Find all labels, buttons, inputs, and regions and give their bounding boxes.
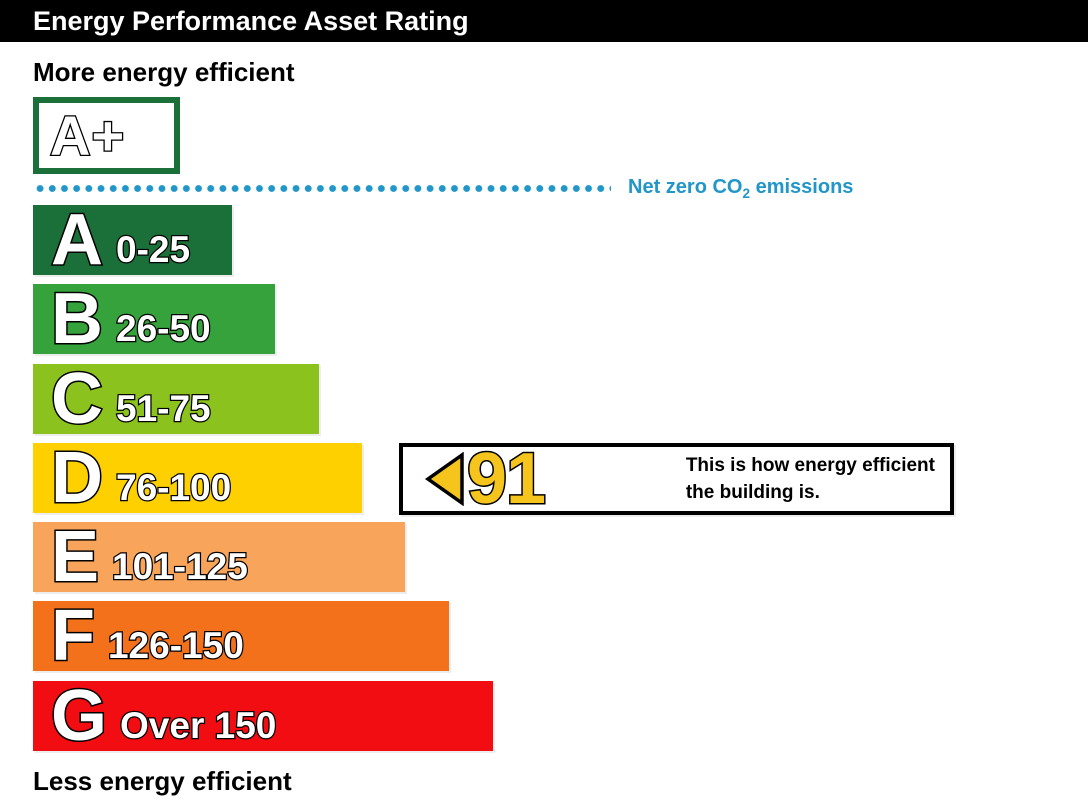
net-zero-dotted-line (34, 184, 611, 193)
net-zero-subscript: 2 (742, 186, 751, 201)
band-a-plus: A+ (33, 97, 180, 174)
rating-indicator-box: 91 This is how energy efficient the buil… (399, 439, 954, 519)
band-range: 51-75 (115, 386, 212, 430)
band-letter: F (50, 596, 97, 677)
band-b: B 26-50 (33, 279, 275, 360)
left-arrow-icon (424, 452, 464, 506)
indicator-description: This is how energy efficient the buildin… (686, 452, 950, 506)
band-range: 0-25 (115, 228, 192, 272)
rating-bands: A 0-25 B 26-50 C 51-75 D 76-100 E 101-125 F 126-150… (33, 200, 493, 760)
band-letter: B (50, 279, 105, 360)
band-range: 126-150 (107, 624, 245, 668)
less-energy-efficient-label: Less energy efficient (33, 766, 292, 796)
net-zero-text-after: emissions (750, 176, 854, 198)
title-bar: Energy Performance Asset Rating (0, 0, 1088, 42)
band-letter: C (50, 358, 105, 439)
band-letter: E (49, 517, 100, 598)
band-letter: D (50, 437, 105, 518)
page-title: Energy Performance Asset Rating (33, 6, 469, 36)
rating-value: 91 (465, 439, 547, 519)
net-zero-row: Net zero CO2 emissions (34, 176, 853, 201)
indicator-description-line1: This is how energy efficient (685, 455, 935, 476)
band-letter: G (49, 675, 108, 756)
band-g: G Over 150 (33, 675, 493, 756)
band-c: C 51-75 (33, 358, 319, 439)
band-f: F 126-150 (33, 596, 449, 677)
band-d: D 76-100 (33, 437, 362, 518)
band-range: 26-50 (115, 307, 212, 351)
band-a-plus-label: A+ (49, 103, 126, 167)
band-letter: A (50, 200, 105, 280)
band-range: 101-125 (111, 545, 249, 589)
net-zero-text-before: Net zero CO (628, 176, 743, 198)
more-energy-efficient-label: More energy efficient (33, 57, 295, 87)
band-e: E 101-125 (33, 517, 405, 598)
indicator-description-line2: the building is. (685, 482, 820, 503)
net-zero-label: Net zero CO2 emissions (628, 176, 853, 201)
band-range: Over 150 (119, 704, 278, 748)
band-a: A 0-25 (33, 200, 232, 280)
band-range: 76-100 (115, 466, 233, 510)
